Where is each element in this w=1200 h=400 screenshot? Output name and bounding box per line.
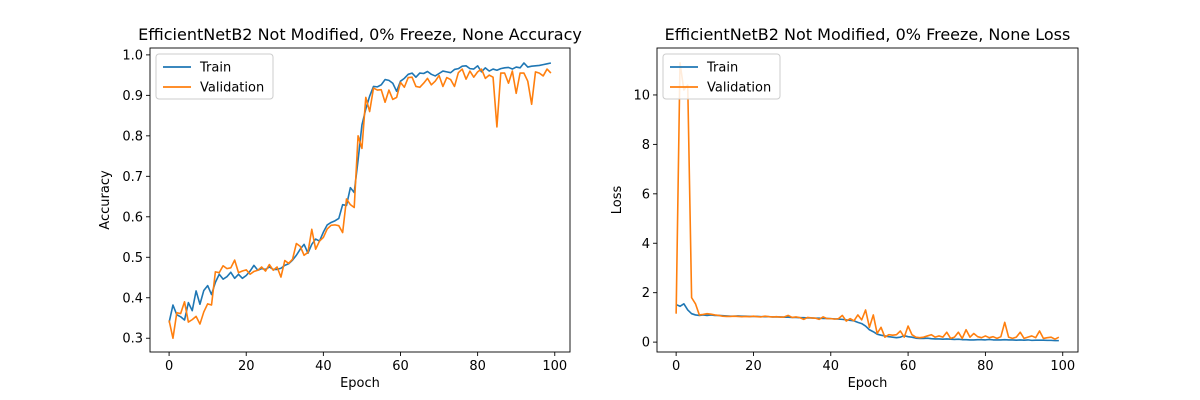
legend-label-validation: Validation	[200, 81, 264, 96]
y-tick-label: 0.8	[122, 129, 143, 144]
y-axis-label: Accuracy	[98, 170, 113, 230]
x-tick-label: 0	[672, 359, 680, 374]
legend: Train Validation	[155, 53, 274, 100]
y-tick-label: 0.3	[122, 332, 143, 347]
y-tick-label: 0	[642, 336, 650, 351]
axes-frame	[656, 47, 1079, 353]
loss-chart: 0 20 40 60 80 100 0 2 4 6 8 10 EfficientNetB2 Not Mo…	[610, 25, 1079, 391]
legend-label-validation: Validation	[707, 81, 771, 96]
x-tick-label: 60	[900, 359, 917, 374]
y-tick-label: 0.6	[122, 210, 143, 225]
y-tick-label: 0.7	[122, 170, 143, 185]
axes-frame	[149, 47, 571, 353]
y-tick-label: 0.4	[122, 291, 143, 306]
legend: Train Validation	[662, 53, 781, 100]
y-tick-label: 10	[633, 88, 650, 103]
y-tick-label: 0.9	[122, 89, 143, 104]
chart-title: EfficientNetB2 Not Modified, 0% Freeze, …	[138, 25, 582, 44]
series-line-validation	[675, 62, 1060, 340]
y-tick-label: 0.5	[122, 251, 143, 266]
x-tick-label: 80	[469, 359, 486, 374]
x-tick-label: 20	[745, 359, 762, 374]
legend-label-train: Train	[199, 61, 231, 76]
x-axis-label: Epoch	[848, 376, 888, 391]
x-axis-label: Epoch	[340, 376, 380, 391]
series-line-validation	[168, 68, 552, 340]
y-axis-label: Loss	[610, 186, 625, 215]
x-tick-label: 80	[977, 359, 994, 374]
x-tick-label: 60	[392, 359, 409, 374]
x-tick-label: 40	[315, 359, 332, 374]
y-tick-label: 6	[642, 187, 650, 202]
chart-title: EfficientNetB2 Not Modified, 0% Freeze, …	[665, 25, 1071, 44]
accuracy-chart: 0 20 40 60 80 100 0.3 0.4 0.5 0.6 0.7 0.8 0.9 1.0 Effi…	[98, 25, 582, 391]
x-tick-label: 100	[1050, 359, 1075, 374]
y-tick-label: 8	[642, 138, 650, 153]
y-tick-label: 4	[642, 237, 650, 252]
legend-label-train: Train	[706, 61, 738, 76]
x-tick-label: 100	[542, 359, 567, 374]
y-tick-label: 1.0	[122, 48, 143, 63]
y-tick-label: 2	[642, 286, 650, 301]
x-tick-label: 20	[238, 359, 255, 374]
x-tick-label: 0	[165, 359, 173, 374]
x-tick-label: 40	[823, 359, 840, 374]
